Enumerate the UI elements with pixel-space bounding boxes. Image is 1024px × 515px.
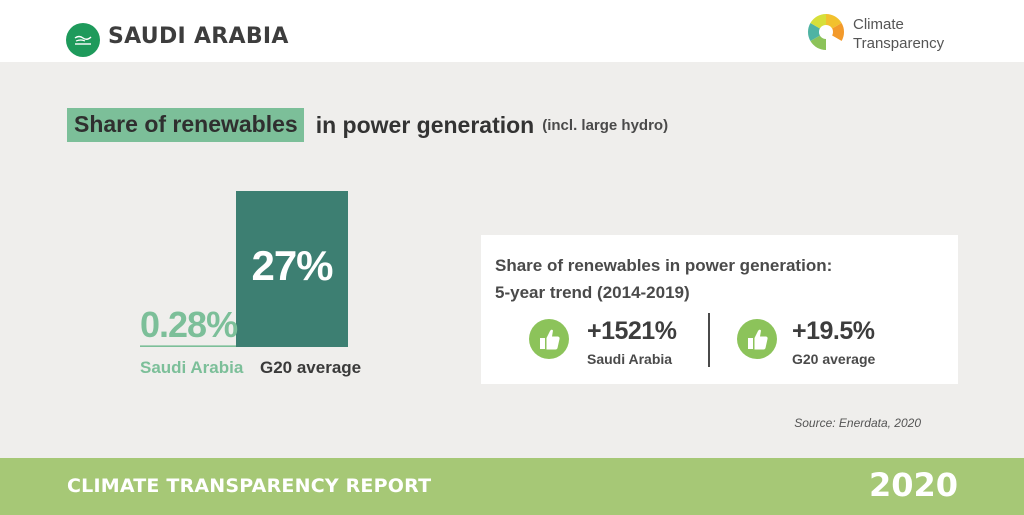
chart-title: Share of renewables in power generation …: [67, 108, 668, 142]
trend-panel: Share of renewables in power generation:…: [481, 235, 958, 384]
thumbs-up-icon: [737, 319, 777, 359]
header-bar: SAUDI ARABIA Climate Transparency: [0, 0, 1024, 62]
thumbs-up-icon: [529, 319, 569, 359]
climate-transparency-logo-icon: [807, 13, 845, 51]
trend-divider: [708, 313, 710, 367]
report-name: CLIMATE TRANSPARENCY REPORT: [67, 475, 432, 497]
report-year: 2020: [868, 466, 958, 504]
brand-line-2: Transparency: [853, 35, 945, 52]
trend-title: Share of renewables in power generation:…: [495, 252, 832, 306]
footer-bar: CLIMATE TRANSPARENCY REPORT 2020: [0, 458, 1024, 515]
bar-1: [236, 191, 348, 347]
brand-name: Climate Transparency: [853, 15, 944, 53]
trend-label-g20: G20 average: [792, 351, 876, 367]
bar-0: [140, 345, 236, 347]
trend-title-line-2: 5-year trend (2014-2019): [495, 283, 690, 302]
country-title: SAUDI ARABIA: [108, 24, 289, 49]
trend-label-saudi: Saudi Arabia: [587, 351, 673, 367]
title-rest: in power generation: [315, 111, 535, 138]
title-highlight: Share of renewables: [67, 108, 304, 142]
trend-value-saudi: +1521%: [587, 317, 677, 345]
trend-title-line-1: Share of renewables in power generation:: [495, 256, 833, 275]
category-label-g20: G20 average: [260, 358, 361, 377]
data-label-g20: 27%: [251, 242, 333, 289]
data-label-saudi: 0.28%: [140, 304, 238, 345]
brand-line-1: Climate: [853, 16, 904, 33]
trend-value-g20: +19.5%: [792, 317, 875, 345]
saudi-flag-icon: [66, 23, 100, 57]
title-note: (incl. large hydro): [542, 116, 669, 134]
category-label-saudi: Saudi Arabia: [140, 358, 244, 377]
source-note: Source: Enerdata, 2020: [794, 416, 921, 430]
